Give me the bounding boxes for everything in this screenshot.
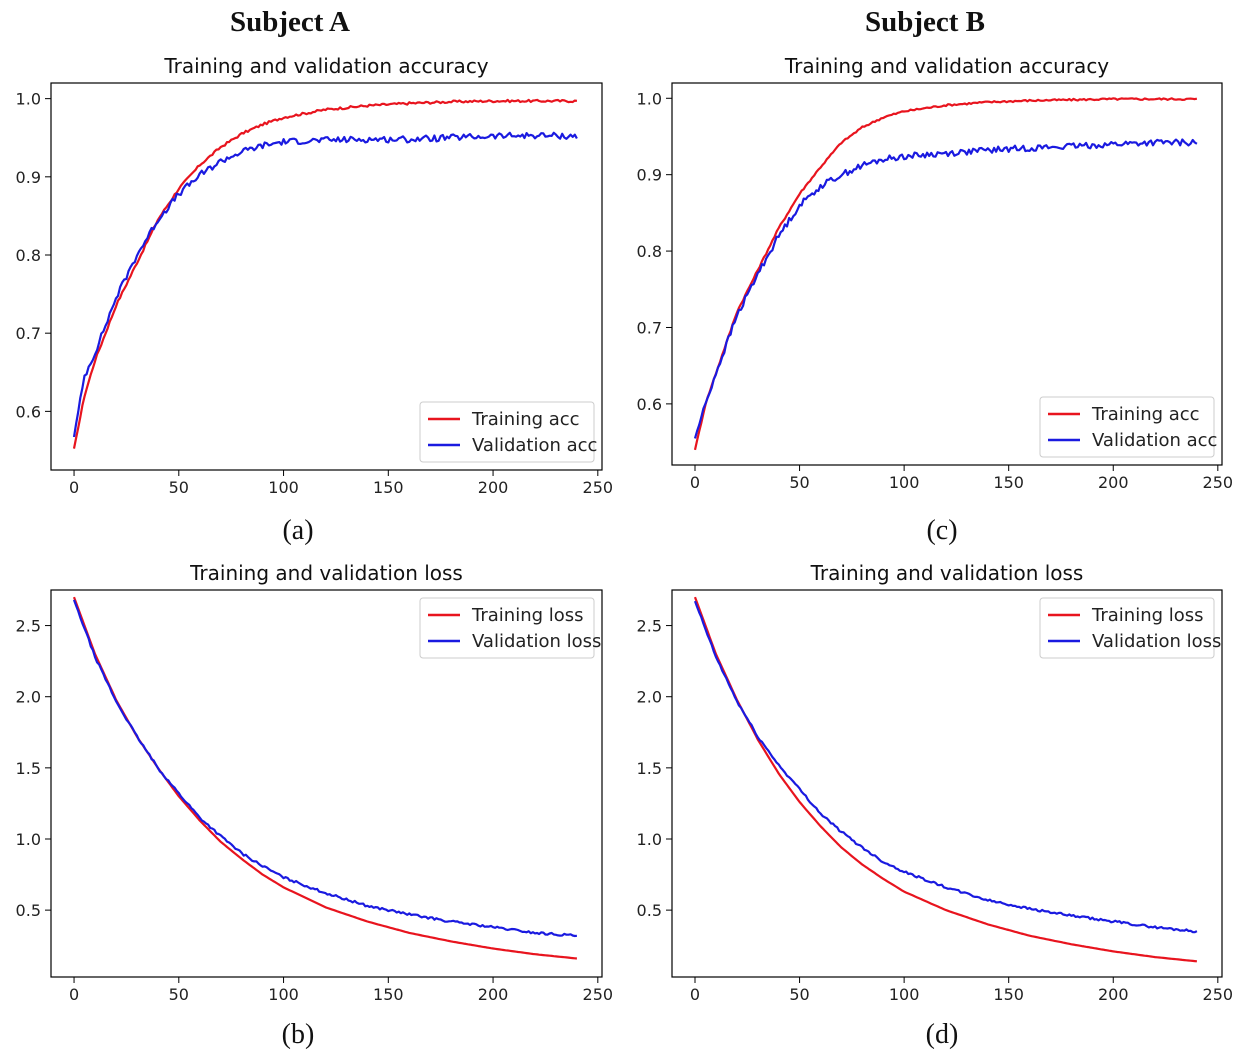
- x-tick-label: 100: [268, 478, 299, 497]
- y-tick-label: 0.9: [637, 166, 662, 185]
- x-tick-label: 150: [373, 985, 404, 1004]
- y-tick-label: 0.5: [637, 901, 662, 920]
- y-tick-label: 1.0: [16, 830, 41, 849]
- series-line-training-acc: [72, 98, 578, 449]
- x-tick-label: 100: [889, 473, 920, 492]
- y-tick-label: 0.7: [637, 318, 662, 337]
- axes-frame: [50, 589, 603, 978]
- y-tick-label: 0.8: [637, 242, 662, 261]
- chart-d: Training and validation loss 0 50 100 150 200…: [637, 561, 1234, 1004]
- series-line-validation-loss: [693, 600, 1198, 934]
- chart-b: Training and validation loss 0 50 100 150 200…: [16, 561, 614, 1004]
- x-tick-label: 50: [789, 985, 809, 1004]
- x-tick-label: 50: [169, 985, 189, 1004]
- y-tick-label: 0.7: [16, 324, 41, 343]
- x-tick-label: 150: [993, 473, 1024, 492]
- legend-box: [1039, 396, 1215, 458]
- panel-label-c: (c): [926, 515, 958, 546]
- chart-title: Training and validation accuracy: [163, 54, 488, 78]
- x-tick-label: 0: [690, 985, 700, 1004]
- x-tick-label: 100: [889, 985, 920, 1004]
- x-tick-label: 250: [1203, 985, 1234, 1004]
- x-tick-label: 250: [583, 478, 614, 497]
- axes-frame: [671, 589, 1223, 978]
- series-line-training-acc: [693, 97, 1198, 451]
- legend: Training acc Validation acc: [419, 401, 597, 463]
- subject-a-title: Subject A: [229, 6, 351, 38]
- y-tick-label: 0.9: [16, 168, 41, 187]
- legend: Training loss Validation loss: [1039, 597, 1221, 659]
- series-line-validation-loss: [72, 599, 578, 938]
- x-tick-label: 200: [478, 478, 509, 497]
- x-tick-label: 0: [69, 478, 79, 497]
- axes-frame: [50, 82, 603, 471]
- x-tick-label: 50: [169, 478, 189, 497]
- x-tick-label: 0: [69, 985, 79, 1004]
- x-tick-label: 250: [1203, 473, 1234, 492]
- series-line-training-loss: [693, 596, 1198, 963]
- x-tick-label: 100: [268, 985, 299, 1004]
- x-tick-label: 150: [373, 478, 404, 497]
- y-tick-label: 0.6: [16, 402, 41, 421]
- legend-label: Training acc: [471, 409, 580, 430]
- legend-label: Validation loss: [472, 631, 601, 652]
- legend-label: Validation acc: [472, 435, 597, 456]
- y-tick-label: 2.5: [637, 617, 662, 636]
- panel-label-d: (d): [925, 1019, 959, 1050]
- x-tick-label: 200: [1098, 473, 1129, 492]
- x-tick-label: 0: [690, 473, 700, 492]
- chart-title: Training and validation loss: [189, 561, 463, 585]
- x-tick-label: 200: [1098, 985, 1129, 1004]
- chart-title: Training and validation accuracy: [784, 54, 1109, 78]
- legend: Training acc Validation acc: [1039, 396, 1217, 458]
- y-tick-label: 2.0: [16, 688, 41, 707]
- legend-box: [419, 597, 595, 659]
- legend-box: [1039, 597, 1215, 659]
- legend-label: Validation acc: [1092, 430, 1217, 451]
- y-tick-label: 1.5: [16, 759, 41, 778]
- chart-a: Training and validation accuracy 0 50 100 15…: [16, 54, 614, 497]
- panel-label-a: (a): [282, 515, 314, 546]
- y-tick-label: 1.0: [16, 90, 41, 109]
- y-tick-label: 1.0: [637, 89, 662, 108]
- chart-c: Training and validation accuracy 0 50 100 15…: [637, 54, 1234, 492]
- y-tick-label: 2.0: [637, 688, 662, 707]
- chart-title: Training and validation loss: [810, 561, 1084, 585]
- legend: Training loss Validation loss: [419, 597, 601, 659]
- y-tick-label: 1.0: [637, 830, 662, 849]
- legend-label: Training acc: [1091, 404, 1200, 425]
- legend-label: Validation loss: [1092, 631, 1221, 652]
- y-tick-label: 0.5: [16, 901, 41, 920]
- legend-box: [419, 401, 595, 463]
- axes-frame: [671, 82, 1223, 466]
- y-tick-label: 1.5: [637, 759, 662, 778]
- x-tick-label: 250: [583, 985, 614, 1004]
- series-line-validation-acc: [693, 138, 1198, 439]
- y-tick-label: 2.5: [16, 617, 41, 636]
- series-line-validation-acc: [72, 131, 578, 438]
- y-tick-label: 0.6: [637, 395, 662, 414]
- y-tick-label: 0.8: [16, 246, 41, 265]
- panel-label-b: (b): [281, 1019, 315, 1050]
- legend-label: Training loss: [1091, 605, 1204, 626]
- x-tick-label: 150: [993, 985, 1024, 1004]
- subject-b-title: Subject B: [864, 6, 986, 38]
- x-tick-label: 50: [789, 473, 809, 492]
- legend-label: Training loss: [471, 605, 584, 626]
- x-tick-label: 200: [478, 985, 509, 1004]
